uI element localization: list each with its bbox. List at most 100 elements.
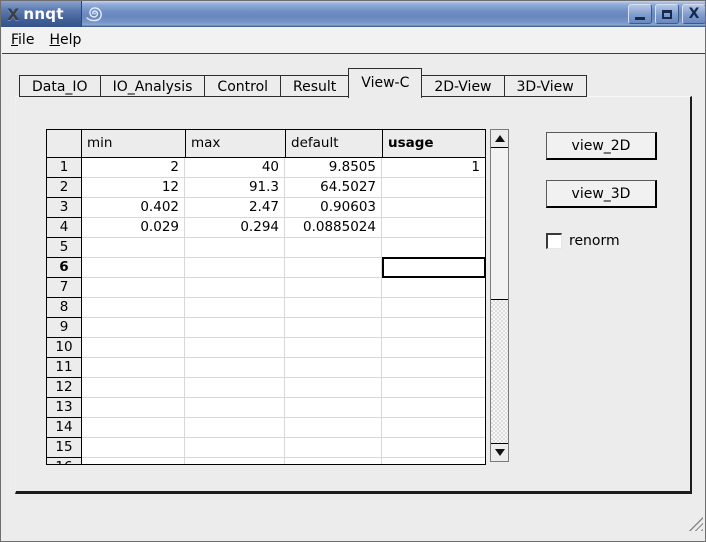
row-header-14[interactable]: 14 <box>47 418 82 438</box>
table-cell[interactable] <box>285 238 382 258</box>
tab-data_io[interactable]: Data_IO <box>19 75 100 97</box>
scrollbar-thumb[interactable] <box>491 148 508 300</box>
table-cell[interactable] <box>382 338 485 358</box>
tab-io_analysis[interactable]: IO_Analysis <box>99 75 205 97</box>
table-cell[interactable] <box>185 278 285 298</box>
table-cell[interactable] <box>82 358 185 378</box>
table-cell[interactable] <box>285 398 382 418</box>
table-cell[interactable] <box>285 278 382 298</box>
table-cell[interactable] <box>185 318 285 338</box>
titlebar[interactable]: X nnqt X <box>1 1 705 27</box>
view-2d-button[interactable]: view_2D <box>546 132 657 160</box>
row-header-12[interactable]: 12 <box>47 378 82 398</box>
table-cell[interactable]: 1 <box>382 158 485 178</box>
table-cell[interactable] <box>185 338 285 358</box>
table-cell[interactable] <box>185 258 285 278</box>
maximize-button[interactable] <box>655 4 679 24</box>
table-cell[interactable] <box>382 218 485 238</box>
table-cell[interactable] <box>82 378 185 398</box>
table-corner-cell[interactable] <box>47 130 82 158</box>
table-cell[interactable]: 91.3 <box>185 178 285 198</box>
column-header-default[interactable]: default <box>285 130 382 158</box>
table-cell[interactable] <box>285 438 382 458</box>
table-cell[interactable] <box>82 398 185 418</box>
renorm-checkbox[interactable] <box>546 233 562 249</box>
table-cell[interactable] <box>285 378 382 398</box>
table-cell[interactable] <box>382 438 485 458</box>
table-cell[interactable] <box>285 258 382 278</box>
table-cell[interactable]: 9.8505 <box>285 158 382 178</box>
scroll-up-button[interactable] <box>491 130 508 148</box>
table-cell[interactable] <box>382 378 485 398</box>
tab-2d-view[interactable]: 2D-View <box>422 75 504 97</box>
row-header-3[interactable]: 3 <box>47 198 82 218</box>
tab-result[interactable]: Result <box>280 75 349 97</box>
table-vertical-scrollbar[interactable] <box>490 129 509 462</box>
row-header-15[interactable]: 15 <box>47 438 82 458</box>
table-cell[interactable] <box>185 438 285 458</box>
column-header-min[interactable]: min <box>82 130 185 158</box>
row-header-4[interactable]: 4 <box>47 218 82 238</box>
table-cell[interactable] <box>82 238 185 258</box>
table-cell[interactable]: 40 <box>185 158 285 178</box>
row-header-1[interactable]: 1 <box>47 158 82 178</box>
table-cell[interactable] <box>285 458 382 464</box>
table-cell[interactable]: 0.029 <box>82 218 185 238</box>
resize-grip-icon[interactable] <box>687 515 703 531</box>
close-button[interactable]: X <box>682 4 705 24</box>
row-header-10[interactable]: 10 <box>47 338 82 358</box>
row-header-8[interactable]: 8 <box>47 298 82 318</box>
table-cell[interactable] <box>382 178 485 198</box>
table-cell[interactable] <box>382 278 485 298</box>
table-cell[interactable] <box>382 458 485 464</box>
table-cell[interactable] <box>382 418 485 438</box>
table-cell[interactable] <box>82 438 185 458</box>
column-header-max[interactable]: max <box>185 130 285 158</box>
row-header-5[interactable]: 5 <box>47 238 82 258</box>
table-cell[interactable]: 2.47 <box>185 198 285 218</box>
table-cell[interactable] <box>185 238 285 258</box>
table-cell[interactable] <box>185 358 285 378</box>
table-cell[interactable] <box>185 298 285 318</box>
view-3d-button[interactable]: view_3D <box>546 180 657 208</box>
table-cell[interactable] <box>82 458 185 464</box>
table-cell[interactable] <box>382 318 485 338</box>
tab-view-c[interactable]: View-C <box>348 68 423 98</box>
table-cell[interactable]: 64.5027 <box>285 178 382 198</box>
table-cell[interactable] <box>82 298 185 318</box>
table-cell[interactable] <box>285 338 382 358</box>
row-header-11[interactable]: 11 <box>47 358 82 378</box>
table-cell[interactable] <box>285 418 382 438</box>
menu-item-file[interactable]: File <box>11 32 35 48</box>
selected-cell-indicator[interactable] <box>382 257 485 278</box>
table-cell[interactable]: 0.90603 <box>285 198 382 218</box>
scroll-down-button[interactable] <box>491 443 508 461</box>
table-cell[interactable] <box>185 418 285 438</box>
table-cell[interactable] <box>382 238 485 258</box>
tab-3d-view[interactable]: 3D-View <box>503 75 587 97</box>
table-cell[interactable] <box>285 318 382 338</box>
row-header-7[interactable]: 7 <box>47 278 82 298</box>
row-header-16[interactable]: 16 <box>47 458 82 464</box>
table-cell[interactable] <box>382 298 485 318</box>
row-header-2[interactable]: 2 <box>47 178 82 198</box>
table-cell[interactable]: 12 <box>82 178 185 198</box>
table-cell[interactable]: 0.0885024 <box>285 218 382 238</box>
table-cell[interactable]: 0.402 <box>82 198 185 218</box>
table-cell[interactable] <box>82 258 185 278</box>
table-cell[interactable] <box>185 458 285 464</box>
column-header-usage[interactable]: usage <box>382 130 485 158</box>
table-cell[interactable] <box>185 378 285 398</box>
minimize-button[interactable] <box>628 4 652 24</box>
table-cell[interactable] <box>185 398 285 418</box>
table-cell[interactable]: 2 <box>82 158 185 178</box>
table-cell[interactable] <box>82 278 185 298</box>
row-header-9[interactable]: 9 <box>47 318 82 338</box>
table-cell[interactable] <box>285 298 382 318</box>
table-cell[interactable]: 0.294 <box>185 218 285 238</box>
table-cell[interactable] <box>382 358 485 378</box>
table-cell[interactable] <box>382 398 485 418</box>
table-cell[interactable] <box>285 358 382 378</box>
menu-item-help[interactable]: Help <box>49 32 82 48</box>
table-cell[interactable] <box>82 338 185 358</box>
